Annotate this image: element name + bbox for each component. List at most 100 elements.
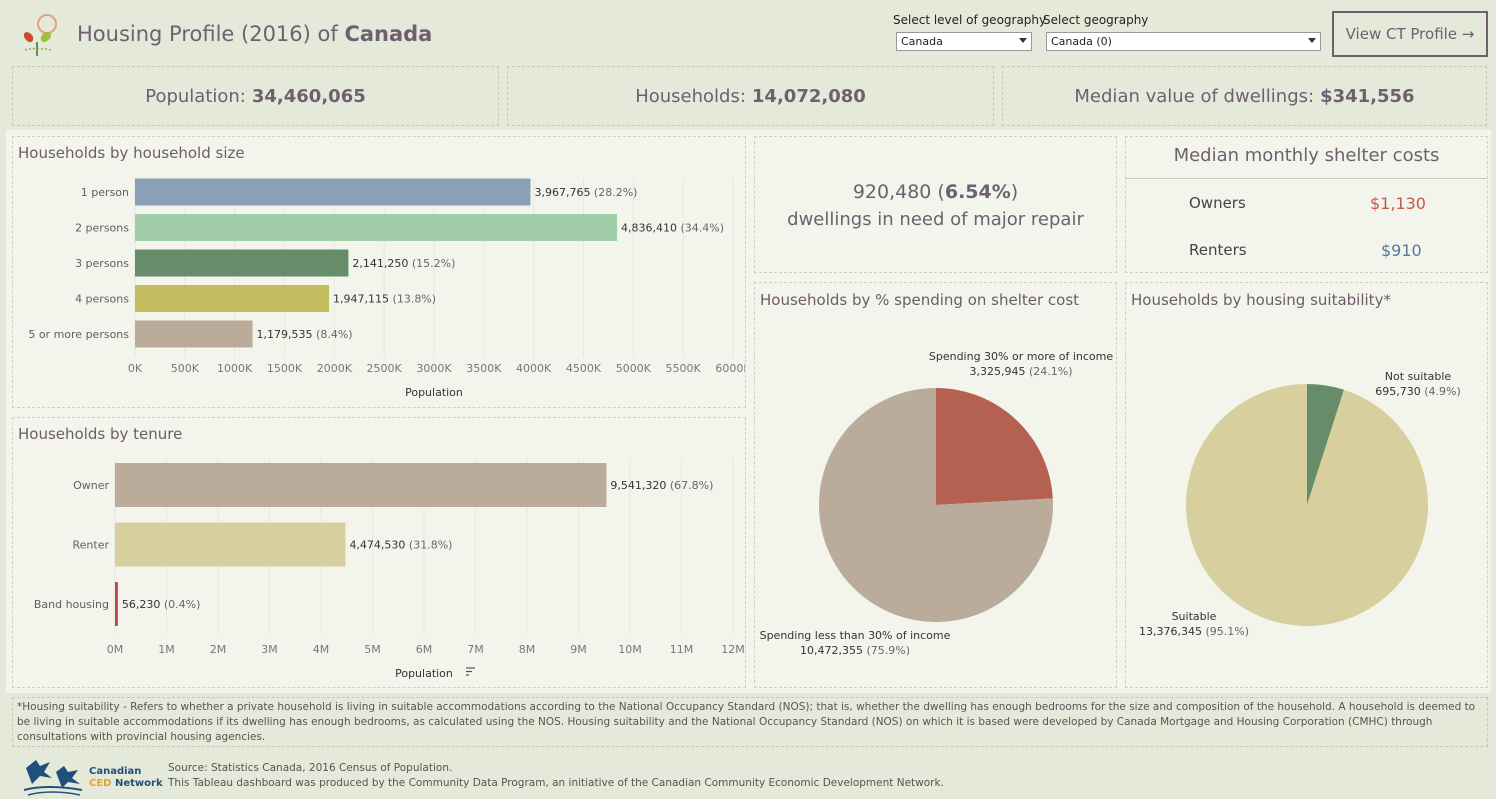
households-kpi: Households: 14,072,080 (507, 66, 994, 126)
bar[interactable] (115, 582, 118, 626)
category-label: Band housing (34, 598, 109, 611)
population-value: 34,460,065 (251, 85, 366, 107)
slice-value-label: 10,472,355 (75.9%) (800, 644, 910, 657)
slice-value-label: 13,376,345 (95.1%) (1139, 625, 1249, 638)
data-label: 1,947,115 (13.8%) (333, 293, 436, 306)
x-tick-label: 3000K (416, 362, 452, 375)
x-tick-label: 4000K (516, 362, 552, 375)
household-size-title: Households by household size (18, 144, 245, 162)
owners-value: $1,130 (1370, 194, 1426, 213)
x-tick-label: 1500K (267, 362, 303, 375)
major-repair-panel: 920,480 (6.54%) dwellings in need of maj… (754, 136, 1117, 273)
suitability-title: Households by housing suitability* (1131, 291, 1391, 309)
x-tick-label: 2500K (367, 362, 403, 375)
x-tick-label: 500K (171, 362, 200, 375)
median-dwelling-label: Median value of dwellings: (1074, 85, 1315, 107)
x-tick-label: 9M (570, 643, 587, 656)
pie-slice[interactable] (936, 388, 1053, 505)
title-place: Canada (344, 22, 433, 46)
slice-category-label: Not suitable (1385, 370, 1452, 383)
level-geography-value: Canada (901, 35, 943, 48)
x-tick-label: 7M (467, 643, 484, 656)
pie-slice[interactable] (819, 388, 1053, 622)
page-title: Housing Profile (2016) of Canada (77, 22, 432, 46)
x-tick-label: 11M (670, 643, 694, 656)
shelter-costs-divider (1126, 178, 1487, 179)
x-tick-label: 1M (158, 643, 175, 656)
x-tick-label: 1000K (217, 362, 253, 375)
shelter-costs-panel: Median monthly shelter costs Owners $1,1… (1125, 136, 1488, 273)
owners-label: Owners (1189, 194, 1246, 212)
tenure-title: Households by tenure (18, 425, 183, 443)
data-label: 1,179,535 (8.4%) (257, 328, 353, 341)
median-dwelling-kpi: Median value of dwellings: $341,556 (1002, 66, 1487, 126)
households-value: 14,072,080 (751, 85, 866, 107)
x-tick-label: 8M (519, 643, 536, 656)
data-label: 4,836,410 (34.4%) (621, 222, 724, 235)
category-label: 1 person (81, 186, 129, 199)
ccednet-logo-icon (22, 756, 84, 796)
credit-text: This Tableau dashboard was produced by t… (168, 777, 944, 789)
x-tick-label: 6000K (715, 362, 745, 375)
x-tick-label: 3M (261, 643, 278, 656)
level-geography-label: Select level of geography (893, 13, 1047, 27)
suitability-panel: Households by housing suitability* Not s… (1125, 282, 1488, 688)
x-tick-label: 5500K (666, 362, 702, 375)
chevron-down-icon (1019, 38, 1027, 43)
shelter-spending-chart: Spending 30% or more of income 3,325,945 … (760, 350, 1114, 657)
household-size-chart: 0K 500K 1000K 1500K 2000K 2500K 3000K 3500K 4000… (28, 178, 745, 399)
x-tick-label: 0K (128, 362, 143, 375)
title-prefix: Housing Profile (2016) of (77, 22, 345, 46)
population-kpi: Population: 34,460,065 (12, 66, 499, 126)
geography-value: Canada (0) (1051, 35, 1112, 48)
category-label: 4 persons (75, 293, 129, 306)
bar[interactable] (135, 249, 349, 277)
view-ct-profile-button[interactable]: View CT Profile → (1332, 11, 1488, 57)
suitability-footnote: *Housing suitability - Refers to whether… (12, 697, 1488, 747)
geography-select[interactable]: Canada (0) (1046, 32, 1321, 51)
logo-line2: CED Network (89, 778, 163, 789)
sort-icon[interactable] (466, 667, 475, 676)
x-tick-label: 2000K (317, 362, 353, 375)
pie-slice[interactable] (1307, 384, 1344, 505)
slice-category-label: Spending 30% or more of income (929, 350, 1113, 363)
data-label: 4,474,530 (31.8%) (349, 539, 452, 552)
slice-value-label: 3,325,945 (24.1%) (969, 365, 1072, 378)
x-tick-label: 3500K (466, 362, 502, 375)
category-label: 2 persons (75, 222, 129, 235)
bar[interactable] (115, 522, 346, 567)
x-tick-label: 4M (313, 643, 330, 656)
slice-category-label: Suitable (1172, 610, 1217, 623)
household-size-panel: Households by household size 0K 500K 1000K… (12, 136, 746, 408)
level-geography-select[interactable]: Canada (896, 32, 1032, 51)
data-label: 9,541,320 (67.8%) (610, 479, 713, 492)
source-text: Source: Statistics Canada, 2016 Census o… (168, 762, 453, 774)
renters-label: Renters (1189, 241, 1247, 259)
tenure-panel: Households by tenure 0M 1M 2M 3M 4M 5M 6M 7M 8M 9… (12, 417, 746, 688)
bar[interactable] (135, 320, 253, 348)
x-tick-label: 6M (416, 643, 433, 656)
ccednet-logo-text: Canadian CED Network (89, 766, 163, 790)
major-repair-text: dwellings in need of major repair (787, 209, 1084, 230)
x-axis-title: Population (395, 667, 453, 680)
x-tick-label: 10M (618, 643, 642, 656)
bar[interactable] (135, 285, 330, 312)
shelter-costs-title: Median monthly shelter costs (1173, 145, 1440, 166)
pie-slice[interactable] (1186, 384, 1428, 626)
bar[interactable] (135, 178, 531, 206)
x-tick-label: 12M (721, 643, 745, 656)
x-tick-label: 5M (364, 643, 381, 656)
category-label: Renter (73, 539, 110, 552)
x-tick-label: 0M (107, 643, 124, 656)
suitability-chart: Not suitable 695,730 (4.9%) Suitable 13,376… (1139, 370, 1461, 638)
category-label: 3 persons (75, 257, 129, 270)
x-tick-label: 2M (210, 643, 227, 656)
tenure-chart: 0M 1M 2M 3M 4M 5M 6M 7M 8M 9M 10M 11M 12M Population O… (34, 458, 745, 680)
bar[interactable] (115, 463, 607, 507)
major-repair-count: 920,480 (852, 181, 932, 203)
shelter-spending-title: Households by % spending on shelter cost (760, 291, 1080, 309)
bar[interactable] (135, 214, 618, 241)
category-label: 5 or more persons (28, 328, 129, 341)
households-label: Households: (635, 85, 746, 107)
slice-value-label: 695,730 (4.9%) (1375, 385, 1461, 398)
